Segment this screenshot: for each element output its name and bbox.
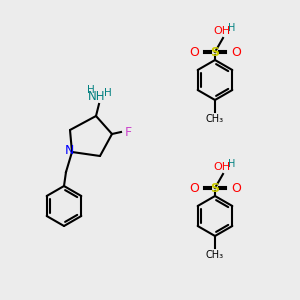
- Text: O: O: [231, 182, 241, 194]
- Text: OH: OH: [213, 26, 231, 36]
- Text: CH₃: CH₃: [206, 250, 224, 260]
- Text: O: O: [231, 46, 241, 59]
- Text: CH₃: CH₃: [206, 114, 224, 124]
- Text: H: H: [87, 85, 95, 95]
- Text: O: O: [189, 182, 199, 194]
- Text: F: F: [124, 125, 132, 139]
- Text: NH: NH: [88, 89, 106, 103]
- Text: N: N: [64, 145, 74, 158]
- Text: H: H: [228, 23, 236, 33]
- Text: S: S: [211, 46, 220, 59]
- Text: S: S: [211, 182, 220, 194]
- Text: O: O: [189, 46, 199, 59]
- Text: H: H: [228, 159, 236, 169]
- Text: OH: OH: [213, 162, 231, 172]
- Text: H: H: [104, 88, 112, 98]
